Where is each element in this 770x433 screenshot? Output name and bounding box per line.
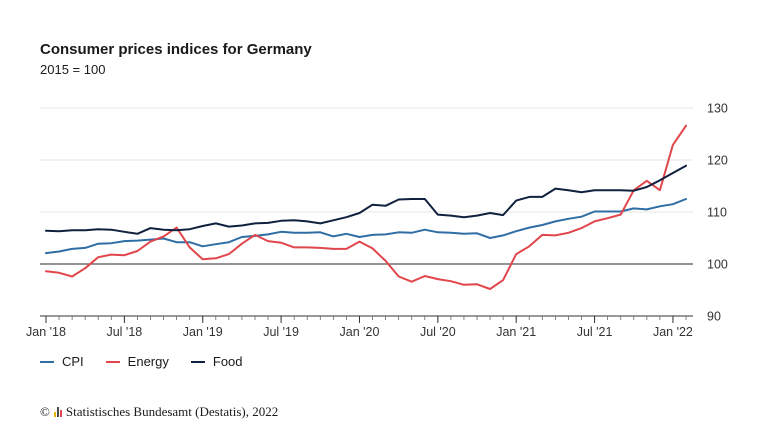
series-line-food	[45, 164, 687, 235]
legend: CPI Energy Food	[40, 354, 243, 369]
legend-label-energy: Energy	[127, 354, 169, 369]
series-lines	[45, 124, 687, 290]
legend-label-food: Food	[212, 354, 243, 369]
chart-subtitle: 2015 = 100	[40, 62, 106, 77]
series-line-energy	[45, 124, 687, 290]
legend-swatch-energy	[105, 360, 120, 363]
destatis-logo-icon	[53, 407, 62, 417]
legend-item-energy: Energy	[105, 354, 169, 369]
source-text: Statistisches Bundesamt (Destatis), 2022	[65, 404, 279, 419]
x-tick-label: Jul '19	[263, 325, 299, 339]
y-tick-label-120: 120	[707, 154, 728, 168]
chart-title: Consumer prices indices for Germany	[40, 41, 312, 58]
legend-item-cpi: CPI	[40, 354, 84, 369]
y-tick-label-100: 100	[707, 258, 728, 272]
y-tick-label-90: 90	[707, 310, 721, 324]
source-note: © Statistisches Bundesamt (Destatis), 20…	[40, 404, 278, 420]
y-tick-label-130: 130	[707, 102, 728, 116]
copyright-symbol: ©	[40, 404, 50, 419]
x-tick-label: Jan '22	[653, 325, 693, 339]
series-line-cpi	[45, 198, 687, 255]
gridlines	[40, 107, 693, 265]
x-tick-label: Jan '18	[26, 325, 66, 339]
legend-swatch-food	[190, 360, 205, 363]
legend-item-food: Food	[190, 354, 243, 369]
axes: 90 100 110 120 130 Jan '18 Jul '18 Jan '19 Jul '…	[26, 102, 728, 340]
legend-swatch-cpi	[40, 360, 54, 363]
x-tick-label: Jul '18	[106, 325, 142, 339]
legend-label-cpi: CPI	[62, 354, 84, 369]
x-tick-label: Jul '21	[577, 325, 613, 339]
y-tick-label-110: 110	[707, 206, 727, 220]
x-tick-label: Jan '20	[340, 325, 380, 339]
x-tick-label: Jan '21	[496, 325, 536, 339]
x-tick-label: Jan '19	[183, 325, 223, 339]
x-tick-label: Jul '20	[420, 325, 456, 339]
